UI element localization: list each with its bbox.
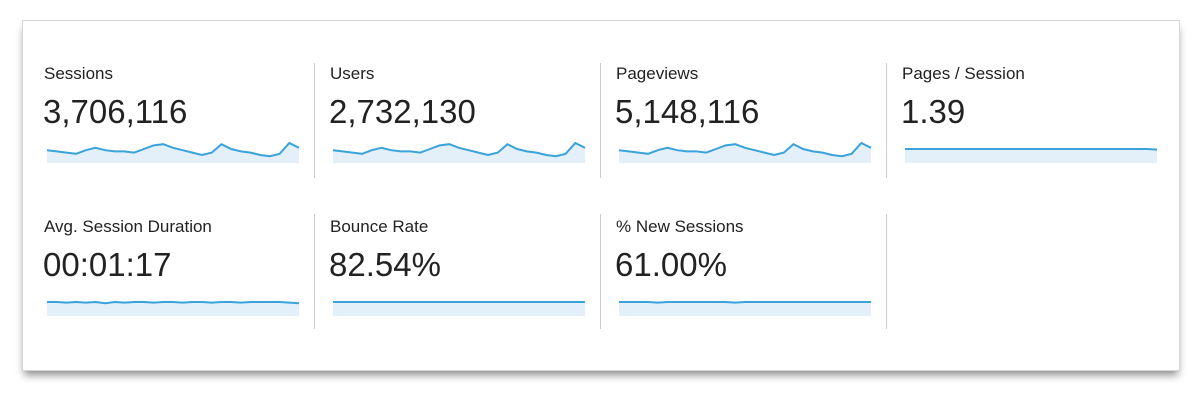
metric-pageviews[interactable]: Pageviews 5,148,116 bbox=[595, 21, 881, 163]
sparkline bbox=[619, 301, 871, 316]
sparkline bbox=[333, 301, 585, 316]
sparkline-line bbox=[46, 141, 300, 158]
metric-sessions[interactable]: Sessions 3,706,116 bbox=[23, 21, 309, 163]
metric-label: Avg. Session Duration bbox=[44, 217, 212, 236]
metric-value: 00:01:17 bbox=[43, 246, 172, 283]
metric-label: Pages / Session bbox=[902, 64, 1025, 83]
metric-new-sessions[interactable]: % New Sessions 61.00% bbox=[595, 174, 881, 316]
metric-users[interactable]: Users 2,732,130 bbox=[309, 21, 595, 163]
sparkline bbox=[905, 148, 1158, 163]
sparkline-area bbox=[905, 149, 1157, 163]
metric-pages-per-session[interactable]: Pages / Session 1.39 bbox=[881, 21, 1167, 163]
metrics-overview-card: Sessions 3,706,116 Users 2,732,130 Pagev… bbox=[22, 20, 1180, 371]
divider bbox=[314, 214, 315, 329]
metric-avg-session-duration[interactable]: Avg. Session Duration 00:01:17 bbox=[23, 174, 309, 316]
metric-label: % New Sessions bbox=[616, 217, 744, 236]
metric-label: Users bbox=[330, 64, 375, 83]
sparkline-line bbox=[618, 141, 872, 158]
divider bbox=[886, 63, 887, 178]
metric-value: 5,148,116 bbox=[615, 93, 760, 130]
metric-label: Sessions bbox=[44, 64, 113, 83]
sparkline-area bbox=[333, 302, 585, 316]
sparkline-area bbox=[333, 143, 585, 163]
sparkline-area bbox=[47, 143, 299, 163]
divider bbox=[886, 214, 887, 329]
sparkline-area bbox=[619, 143, 871, 163]
sparkline-line bbox=[47, 300, 300, 305]
metric-label: Bounce Rate bbox=[330, 217, 429, 236]
metric-label: Pageviews bbox=[616, 64, 699, 83]
divider bbox=[600, 63, 601, 178]
sparkline-line bbox=[332, 141, 586, 158]
sparkline bbox=[46, 141, 300, 163]
sparkline-area bbox=[619, 302, 871, 316]
metric-value: 1.39 bbox=[901, 93, 966, 130]
sparkline bbox=[618, 141, 872, 163]
divider bbox=[314, 63, 315, 178]
sparkline bbox=[47, 300, 300, 316]
sparkline bbox=[332, 141, 586, 163]
sparkline-area bbox=[47, 302, 299, 316]
divider bbox=[600, 214, 601, 329]
sparkline-line bbox=[905, 148, 1158, 151]
metric-value: 82.54% bbox=[329, 246, 441, 283]
metric-value: 61.00% bbox=[615, 246, 727, 283]
metric-value: 3,706,116 bbox=[43, 93, 188, 130]
metric-bounce-rate[interactable]: Bounce Rate 82.54% bbox=[309, 174, 595, 316]
metric-value: 2,732,130 bbox=[329, 93, 476, 130]
sparkline-line bbox=[619, 301, 871, 304]
